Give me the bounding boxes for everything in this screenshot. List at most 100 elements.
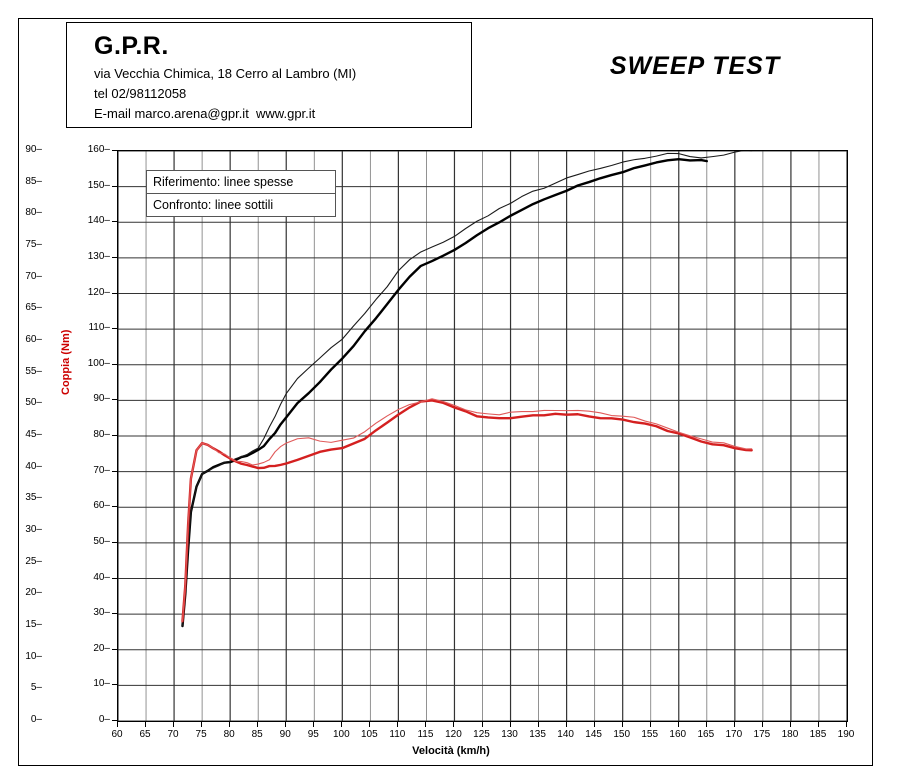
left-tick-label: 70– — [25, 270, 42, 282]
series-line — [181, 398, 753, 622]
axis-tick-mark — [112, 684, 117, 686]
right-tick-label: 100– — [87, 357, 110, 369]
right-tick-label: 110– — [88, 322, 110, 334]
left-tick-label: 25– — [25, 555, 42, 567]
left-tick-label: 45– — [25, 429, 42, 440]
right-tick-label: 40– — [93, 571, 110, 583]
right-tick-label: 0– — [98, 714, 110, 725]
axis-tick-mark — [112, 470, 117, 472]
x-tick-label: 90 — [279, 729, 291, 740]
axis-tick-mark — [649, 722, 651, 727]
right-tick-label: 150– — [87, 179, 110, 191]
right-tick-label: 70– — [93, 464, 110, 476]
left-tick-label: 20– — [25, 587, 42, 599]
axis-tick-mark — [733, 722, 735, 727]
x-tick-label: 160 — [669, 729, 687, 740]
axis-tick-mark — [112, 648, 117, 650]
left-tick-label: 40– — [25, 460, 42, 472]
x-tick-label: 100 — [332, 729, 350, 740]
right-tick-label: 160– — [87, 144, 110, 155]
left-tick-label: 50– — [25, 397, 42, 409]
right-tick-label: 90– — [93, 393, 110, 405]
company-info-box: G.P.R. via Vecchia Chimica, 18 Cerro al … — [66, 22, 472, 128]
left-tick-label: 15– — [25, 619, 42, 630]
company-contact: E-mail marco.arena@gpr.it www.gpr.it — [94, 106, 316, 121]
axis-tick-mark — [481, 722, 483, 727]
document-frame — [18, 18, 873, 766]
right-tick-label: 20– — [93, 642, 110, 654]
right-tick-label: 50– — [93, 535, 110, 547]
x-tick-label: 185 — [809, 729, 827, 740]
axis-tick-mark — [201, 722, 203, 727]
chart-series — [181, 151, 753, 628]
x-tick-label: 60 — [111, 729, 123, 740]
left-tick-label: 60– — [25, 334, 42, 345]
right-tick-label: 140– — [87, 215, 110, 227]
axis-tick-mark — [112, 328, 117, 330]
legend-reference: Riferimento: linee spesse — [147, 171, 335, 193]
left-tick-label: 5– — [30, 682, 42, 694]
axis-tick-mark — [112, 292, 117, 294]
x-tick-label: 70 — [167, 729, 179, 740]
report-title: SWEEP TEST — [609, 52, 781, 80]
right-tick-label: 60– — [93, 500, 110, 512]
x-tick-label: 150 — [613, 729, 631, 740]
x-tick-label: 145 — [585, 729, 602, 740]
x-tick-label: 175 — [753, 729, 771, 740]
x-tick-label: 95 — [307, 729, 319, 740]
x-tick-label: 75 — [195, 729, 207, 740]
x-tick-label: 110 — [389, 729, 406, 740]
axis-tick-mark — [397, 722, 399, 727]
left-tick-label: 80– — [25, 207, 42, 219]
right-tick-label: 10– — [93, 678, 110, 690]
axis-tick-mark — [112, 256, 117, 258]
axis-tick-mark — [789, 722, 791, 727]
left-tick-label: 0– — [30, 714, 42, 725]
axis-tick-mark — [112, 435, 117, 436]
axis-tick-mark — [229, 722, 231, 727]
axis-tick-mark — [112, 720, 117, 721]
x-tick-label: 105 — [361, 729, 378, 740]
chart-legend: Riferimento: linee spesse Confronto: lin… — [146, 170, 336, 217]
x-tick-label: 165 — [697, 729, 715, 740]
x-tick-label: 135 — [529, 729, 546, 740]
axis-tick-mark — [341, 722, 343, 727]
axis-tick-mark — [453, 722, 455, 727]
right-tick-label: 130– — [87, 250, 110, 262]
axis-tick-mark — [761, 722, 763, 727]
axis-tick-mark — [117, 722, 118, 727]
axis-tick-mark — [173, 722, 175, 727]
axis-tick-mark — [145, 722, 147, 727]
axis-tick-mark — [593, 722, 595, 727]
company-address: via Vecchia Chimica, 18 Cerro al Lambro … — [94, 66, 357, 81]
right-tick-label: 80– — [93, 429, 110, 440]
x-axis-title: Velocità (km/h) — [412, 745, 490, 757]
series-line — [181, 158, 709, 628]
axis-tick-mark — [112, 185, 117, 187]
chart-plot-area — [117, 150, 848, 722]
axis-tick-mark — [846, 722, 847, 727]
axis-tick-mark — [369, 722, 371, 727]
axis-tick-mark — [537, 722, 539, 727]
company-phone: tel 02/98112058 — [94, 86, 187, 101]
chart-svg — [118, 151, 847, 721]
left-tick-label: 90– — [25, 144, 42, 155]
x-tick-label: 170 — [725, 729, 743, 740]
right-axis-title: Coppia (Nm) — [60, 329, 72, 395]
x-tick-label: 65 — [139, 729, 151, 740]
left-tick-label: 55– — [25, 365, 42, 377]
x-tick-label: 120 — [445, 729, 462, 740]
left-tick-label: 85– — [25, 175, 42, 187]
legend-comparison: Confronto: linee sottili — [147, 193, 335, 216]
left-tick-label: 30– — [25, 524, 42, 535]
axis-tick-mark — [112, 613, 117, 615]
axis-tick-mark — [817, 722, 819, 727]
axis-tick-mark — [112, 541, 117, 543]
axis-tick-mark — [621, 722, 623, 727]
series-line — [181, 399, 753, 623]
axis-tick-mark — [313, 722, 315, 727]
axis-tick-mark — [285, 722, 287, 727]
x-tick-label: 125 — [473, 729, 490, 740]
x-tick-label: 115 — [417, 729, 434, 740]
